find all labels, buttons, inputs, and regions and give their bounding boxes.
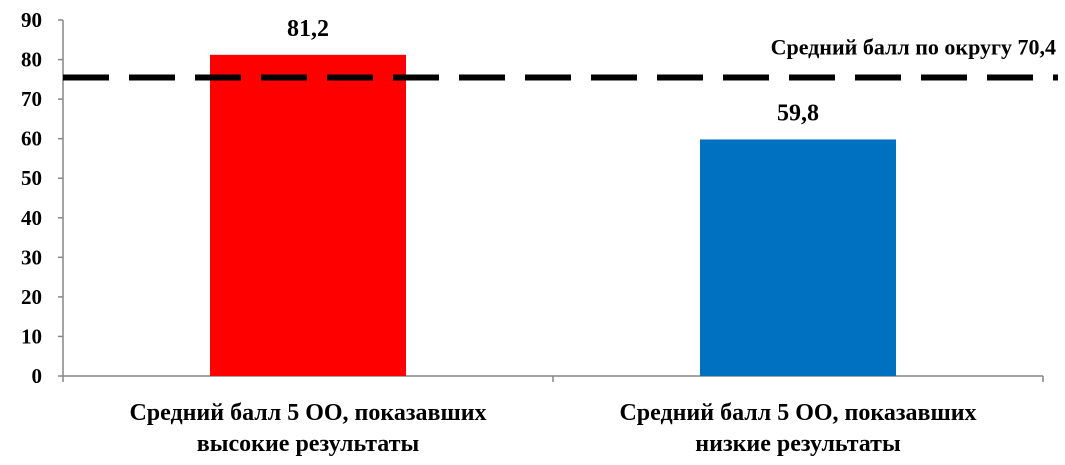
y-tick-label: 30 — [21, 245, 42, 269]
y-tick-label: 50 — [21, 166, 42, 190]
reference-line-label: Средний балл по округу 70,4 — [771, 35, 1056, 60]
y-tick-label: 90 — [21, 8, 42, 32]
y-tick-label: 20 — [21, 285, 42, 309]
bar-1 — [210, 54, 406, 376]
category-labels: Средний балл 5 ОО, показавших высокие рез… — [129, 400, 976, 457]
y-tick-label: 70 — [21, 87, 42, 111]
bars — [210, 54, 896, 376]
y-tick-label: 80 — [21, 48, 42, 72]
bar-2 — [700, 139, 896, 376]
data-label-1: 81,2 — [287, 16, 329, 42]
reference-line-group: Средний балл по округу 70,4 — [63, 35, 1058, 81]
y-tick-label: 10 — [21, 324, 42, 348]
x-axis — [62, 375, 1044, 382]
category-label-1-line-2: высокие результаты — [197, 431, 420, 457]
y-axis: 0 10 20 30 40 50 60 70 80 90 — [21, 8, 64, 388]
category-label-1-line-1: Средний балл 5 ОО, показавших — [129, 400, 486, 426]
category-label-2-line-2: низкие результаты — [695, 431, 901, 457]
data-labels: 81,2 59,8 — [287, 16, 819, 127]
y-tick-label: 40 — [21, 206, 42, 230]
y-tick-label: 60 — [21, 127, 42, 151]
y-tick-label: 0 — [32, 364, 43, 388]
category-label-2-line-1: Средний балл 5 ОО, показавших — [619, 400, 976, 426]
data-label-2: 59,8 — [777, 100, 819, 126]
